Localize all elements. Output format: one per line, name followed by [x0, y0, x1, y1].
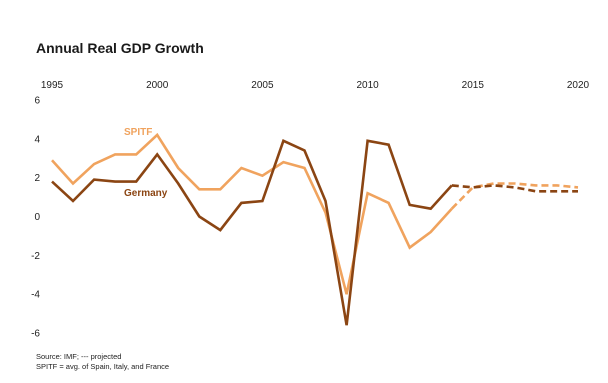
series-label-germany: Germany [124, 188, 168, 199]
source-note: Source: IMF; --- projected SPITF = avg. … [36, 352, 169, 372]
series-line-germany [51, 139, 453, 326]
y-tick-label: 4 [34, 134, 40, 145]
y-tick-label: -6 [31, 329, 40, 340]
x-tick-label: 1995 [41, 80, 64, 91]
y-axis: 6 4 2 0 -2 -4 -6 [31, 96, 40, 340]
series-line-spitf [51, 132, 453, 295]
x-tick-label: 2010 [356, 80, 379, 91]
x-axis: 1995 2000 2005 2010 2015 2020 [41, 80, 590, 91]
series-label-spitf: SPITF [124, 127, 152, 138]
series-projection-spitf [450, 182, 579, 210]
series-lines [51, 132, 579, 326]
series-projection-germany [451, 184, 578, 193]
x-tick-label: 2020 [567, 80, 590, 91]
y-tick-label: -4 [31, 290, 40, 301]
y-tick-label: 2 [34, 173, 40, 184]
x-tick-label: 2005 [251, 80, 274, 91]
source-line-1: Source: IMF; --- projected [36, 352, 122, 361]
chart-title: Annual Real GDP Growth [36, 40, 204, 56]
y-tick-label: 6 [34, 96, 40, 107]
x-tick-label: 2015 [462, 80, 485, 91]
source-line-2: SPITF = avg. of Spain, Italy, and France [36, 362, 170, 371]
y-tick-label: 0 [34, 212, 40, 223]
x-tick-label: 2000 [146, 80, 169, 91]
y-tick-label: -2 [31, 251, 40, 262]
